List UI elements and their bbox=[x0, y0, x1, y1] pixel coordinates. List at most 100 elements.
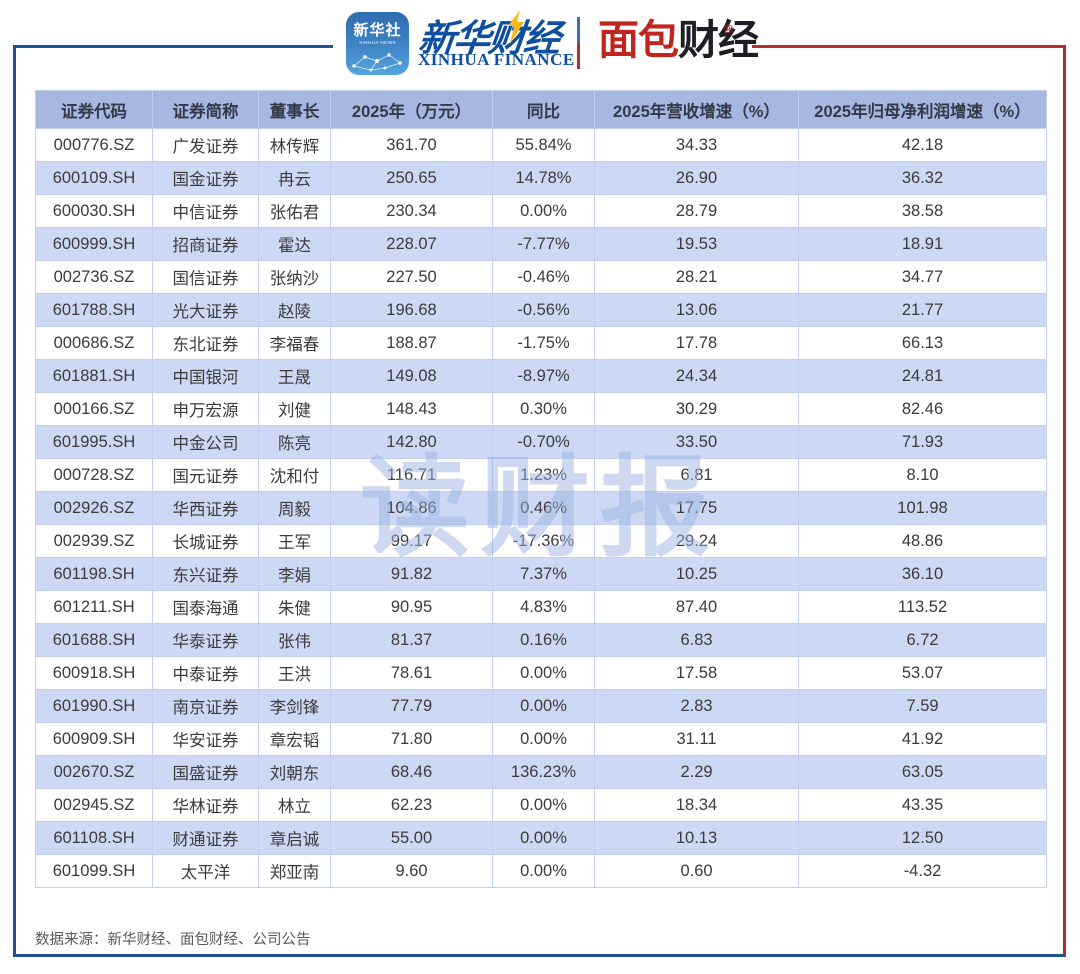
table-cell: 42.18 bbox=[798, 128, 1047, 162]
salary-table-container: 证券代码 证券简称 董事长 2025年（万元） 同比 2025年营收增速（%） 2025年归… bbox=[35, 90, 1047, 888]
table-cell: 0.60 bbox=[594, 854, 799, 888]
table-cell: 19.53 bbox=[594, 227, 799, 261]
column-header: 证券简称 bbox=[152, 90, 259, 129]
table-cell: 250.65 bbox=[330, 161, 493, 195]
registered-trademark-icon: ® bbox=[724, 22, 733, 37]
table-cell: 601108.SH bbox=[35, 821, 153, 855]
table-cell: 申万宏源 bbox=[152, 392, 259, 426]
table-row: 601788.SH 光大证券 赵陵 196.68 -0.56% 13.06 21.77 bbox=[35, 293, 1047, 327]
table-header-row: 证券代码 证券简称 董事长 2025年（万元） 同比 2025年营收增速（%） 2025年归… bbox=[35, 90, 1047, 129]
table-cell: 104.86 bbox=[330, 491, 493, 525]
table-row: 600109.SH 国金证券 冉云 250.65 14.78% 26.90 36.32 bbox=[35, 161, 1047, 195]
table-cell: 78.61 bbox=[330, 656, 493, 690]
table-cell: 90.95 bbox=[330, 590, 493, 624]
table-cell: 43.35 bbox=[798, 788, 1047, 822]
table-cell: 002926.SZ bbox=[35, 491, 153, 525]
table-cell: 0.00% bbox=[492, 689, 595, 723]
table-cell: 53.07 bbox=[798, 656, 1047, 690]
table-cell: 国盛证券 bbox=[152, 755, 259, 789]
table-cell: 41.92 bbox=[798, 722, 1047, 756]
table-cell: 48.86 bbox=[798, 524, 1047, 558]
table-row: 002939.SZ 长城证券 王军 99.17 -17.36% 29.24 48.86 bbox=[35, 524, 1047, 558]
table-cell: 13.06 bbox=[594, 293, 799, 327]
table-cell: 国金证券 bbox=[152, 161, 259, 195]
table-cell: 101.98 bbox=[798, 491, 1047, 525]
column-header: 证券代码 bbox=[35, 90, 153, 129]
table-cell: 002736.SZ bbox=[35, 260, 153, 294]
table-cell: 0.00% bbox=[492, 821, 595, 855]
table-cell: 24.34 bbox=[594, 359, 799, 393]
salary-table: 证券代码 证券简称 董事长 2025年（万元） 同比 2025年营收增速（%） 2025年归… bbox=[35, 90, 1047, 888]
table-cell: 228.07 bbox=[330, 227, 493, 261]
table-cell: 361.70 bbox=[330, 128, 493, 162]
table-cell: 王晟 bbox=[258, 359, 331, 393]
table-cell: 601881.SH bbox=[35, 359, 153, 393]
table-row: 601881.SH 中国银河 王晟 149.08 -8.97% 24.34 24.81 bbox=[35, 359, 1047, 393]
table-cell: 000166.SZ bbox=[35, 392, 153, 426]
table-cell: 国信证券 bbox=[152, 260, 259, 294]
table-cell: 刘健 bbox=[258, 392, 331, 426]
table-cell: 26.90 bbox=[594, 161, 799, 195]
table-cell: 601990.SH bbox=[35, 689, 153, 723]
table-cell: 63.05 bbox=[798, 755, 1047, 789]
table-row: 601995.SH 中金公司 陈亮 142.80 -0.70% 33.50 71.93 bbox=[35, 425, 1047, 459]
table-cell: 0.30% bbox=[492, 392, 595, 426]
table-cell: 6.72 bbox=[798, 623, 1047, 657]
frame-top-line-red bbox=[752, 45, 1066, 48]
table-cell: 章宏韬 bbox=[258, 722, 331, 756]
table-cell: 周毅 bbox=[258, 491, 331, 525]
table-cell: 33.50 bbox=[594, 425, 799, 459]
mianbao-logo-dark-part: 财经 bbox=[678, 17, 759, 63]
table-cell: 张纳沙 bbox=[258, 260, 331, 294]
table-cell: 36.32 bbox=[798, 161, 1047, 195]
table-row: 002945.SZ 华林证券 林立 62.23 0.00% 18.34 43.35 bbox=[35, 788, 1047, 822]
table-cell: 81.37 bbox=[330, 623, 493, 657]
table-cell: 28.21 bbox=[594, 260, 799, 294]
table-cell: 财通证券 bbox=[152, 821, 259, 855]
table-cell: 0.16% bbox=[492, 623, 595, 657]
table-cell: 0.00% bbox=[492, 854, 595, 888]
table-cell: 华泰证券 bbox=[152, 623, 259, 657]
table-cell: 林立 bbox=[258, 788, 331, 822]
table-cell: 太平洋 bbox=[152, 854, 259, 888]
table-cell: 李剑锋 bbox=[258, 689, 331, 723]
table-cell: 230.34 bbox=[330, 194, 493, 228]
table-cell: 6.83 bbox=[594, 623, 799, 657]
frame-top-line-blue bbox=[13, 45, 333, 48]
table-cell: -0.46% bbox=[492, 260, 595, 294]
table-row: 601211.SH 国泰海通 朱健 90.95 4.83% 87.40 113.52 bbox=[35, 590, 1047, 624]
table-cell: 149.08 bbox=[330, 359, 493, 393]
table-row: 002670.SZ 国盛证券 刘朝东 68.46 136.23% 2.29 63.05 bbox=[35, 755, 1047, 789]
table-row: 000776.SZ 广发证券 林传辉 361.70 55.84% 34.33 42.18 bbox=[35, 128, 1047, 162]
table-cell: 148.43 bbox=[330, 392, 493, 426]
table-cell: 光大证券 bbox=[152, 293, 259, 327]
table-cell: 朱健 bbox=[258, 590, 331, 624]
table-cell: 12.50 bbox=[798, 821, 1047, 855]
table-cell: 张佑君 bbox=[258, 194, 331, 228]
table-cell: 28.79 bbox=[594, 194, 799, 228]
table-cell: -7.77% bbox=[492, 227, 595, 261]
table-cell: -1.75% bbox=[492, 326, 595, 360]
table-cell: 600909.SH bbox=[35, 722, 153, 756]
table-cell: -17.36% bbox=[492, 524, 595, 558]
xinhua-news-app-icon: 新华社 XINHUA NEWS bbox=[346, 12, 409, 75]
table-cell: 99.17 bbox=[330, 524, 493, 558]
table-cell: 10.13 bbox=[594, 821, 799, 855]
table-cell: 142.80 bbox=[330, 425, 493, 459]
constellation-icon bbox=[352, 53, 402, 72]
table-cell: 601688.SH bbox=[35, 623, 153, 657]
table-cell: 王洪 bbox=[258, 656, 331, 690]
table-cell: 31.11 bbox=[594, 722, 799, 756]
table-cell: 10.25 bbox=[594, 557, 799, 591]
data-source-note: 数据来源：新华财经、面包财经、公司公告 bbox=[35, 932, 311, 948]
table-cell: 002670.SZ bbox=[35, 755, 153, 789]
table-row: 601990.SH 南京证券 李剑锋 77.79 0.00% 2.83 7.59 bbox=[35, 689, 1047, 723]
table-cell: 6.81 bbox=[594, 458, 799, 492]
table-cell: 601099.SH bbox=[35, 854, 153, 888]
table-cell: 002945.SZ bbox=[35, 788, 153, 822]
xinhua-finance-en-logo: XINHUA FINANCE bbox=[418, 50, 575, 69]
lightning-bolt-icon bbox=[508, 10, 524, 44]
table-row: 002736.SZ 国信证券 张纳沙 227.50 -0.46% 28.21 34.77 bbox=[35, 260, 1047, 294]
table-cell: 南京证券 bbox=[152, 689, 259, 723]
table-cell: 王军 bbox=[258, 524, 331, 558]
